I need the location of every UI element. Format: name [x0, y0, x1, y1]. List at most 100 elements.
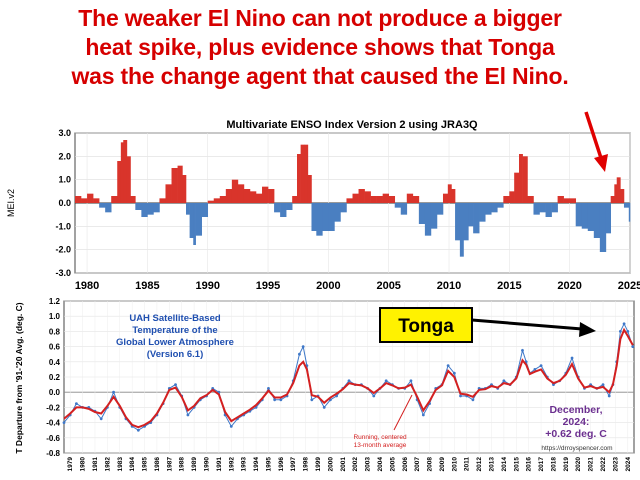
mei-x-tick-label: 2020 — [557, 280, 581, 292]
mei-bar-positive — [370, 196, 377, 203]
mei-bar-negative — [479, 203, 486, 222]
uah-y-tick-label: 0.2 — [49, 373, 61, 382]
mei-y-tick-label: 0.0 — [58, 198, 71, 208]
uah-x-tick-label: 2021 — [588, 457, 595, 472]
mei-bar-positive — [304, 144, 309, 203]
uah-x-tick-label: 1983 — [117, 457, 124, 472]
mei-bar-negative — [99, 203, 106, 208]
mei-bar-positive — [75, 196, 82, 203]
mei-y-axis-label: MEI.v2 — [6, 189, 16, 217]
uah-title-line-2: Temperature of the — [132, 325, 217, 336]
mei-bar-positive — [616, 177, 621, 203]
tonga-arrow-shaft — [471, 318, 583, 331]
uah-y-tick-label: -0.2 — [46, 403, 60, 412]
mei-x-tick-label: 1995 — [256, 280, 280, 292]
uah-monthly-point — [335, 394, 339, 398]
uah-x-tick-label: 1997 — [290, 457, 297, 472]
uah-x-tick-label: 1982 — [104, 457, 111, 472]
mei-bar-positive — [563, 198, 570, 203]
uah-monthly-point — [267, 387, 270, 390]
mei-bar-negative — [328, 203, 335, 231]
uah-monthly-point — [298, 352, 301, 356]
mei-bar-negative — [274, 203, 281, 213]
uah-x-tick-label: 1989 — [191, 457, 198, 472]
uah-x-tick-label: 2008 — [427, 457, 434, 472]
uah-monthly-point — [631, 345, 635, 348]
latest-value-line-3: +0.62 deg. C — [545, 428, 607, 440]
uah-monthly-point — [174, 383, 177, 386]
uah-x-tick-label: 1992 — [228, 457, 235, 472]
latest-value-line-2: 2024: — [563, 416, 590, 428]
uah-monthly-point — [229, 425, 233, 428]
uah-monthly-point — [74, 402, 78, 405]
uah-y-tick-label: 1.2 — [49, 297, 61, 306]
uah-running-average-line — [63, 327, 634, 429]
uah-monthly-point — [618, 330, 622, 333]
mei-bar-positive — [503, 196, 510, 203]
mei-y-tick-label: 3.0 — [58, 128, 71, 138]
mei-bar-positive — [514, 172, 520, 203]
mei-bar-negative — [473, 203, 480, 234]
mei-bar-positive — [610, 196, 615, 203]
mei-bar-negative — [497, 203, 504, 208]
mei-bar-positive — [177, 165, 183, 203]
mei-bar-positive — [255, 193, 263, 203]
uah-y-tick-label: -0.8 — [46, 449, 60, 458]
uah-x-tick-label: 2007 — [414, 457, 421, 472]
uah-monthly-point — [421, 413, 425, 417]
uah-x-tick-label: 1986 — [154, 457, 161, 472]
mei-bar-negative — [311, 203, 317, 231]
mei-bar-positive — [81, 198, 88, 203]
mei-bar-positive — [123, 140, 128, 203]
mei-x-tick-label: 1980 — [75, 280, 99, 292]
uah-title-block: UAH Satellite-Based Temperature of the G… — [116, 313, 234, 360]
tonga-callout-box — [379, 307, 473, 343]
uah-x-tick-label: 1999 — [315, 457, 322, 472]
mei-bar-positive — [447, 184, 452, 203]
mei-bar-negative — [153, 203, 160, 213]
mei-bar-negative — [628, 203, 631, 222]
mei-bar-negative — [195, 203, 202, 236]
mei-bar-positive — [111, 196, 118, 203]
tonga-arrow-head — [579, 322, 596, 337]
uah-monthly-point — [112, 390, 115, 394]
red-arrow-annotation — [584, 111, 608, 172]
uah-x-tick-label: 1990 — [204, 457, 211, 472]
uah-x-tick-label: 2002 — [352, 457, 359, 472]
mei-bar-positive — [346, 198, 353, 203]
mei-bar-positive — [126, 156, 131, 203]
mei-bar-negative — [189, 203, 194, 238]
mei-bar-positive — [120, 142, 124, 203]
uah-monthly-point — [136, 428, 140, 432]
uah-monthly-point — [409, 379, 413, 383]
uah-x-tick-label: 2018 — [550, 457, 557, 472]
uah-x-tick-label: 1994 — [253, 457, 260, 472]
uah-monthly-point — [459, 394, 462, 398]
mei-bar-negative — [193, 203, 196, 245]
mei-bar-positive — [519, 154, 523, 203]
mei-bar-positive — [376, 196, 383, 203]
uah-monthly-point — [502, 379, 506, 383]
uah-monthly-point — [372, 394, 376, 398]
mei-x-tick-label: 2005 — [376, 280, 400, 292]
mei-bar-positive — [225, 189, 233, 203]
mei-bar-negative — [463, 203, 469, 241]
mei-bar-negative — [430, 203, 438, 229]
uah-y-tick-label: -0.6 — [46, 434, 60, 443]
mei-bar-negative — [533, 203, 540, 215]
headline: The weaker El Nino can not produce a big… — [6, 4, 634, 91]
mei-bar-positive — [130, 196, 136, 203]
uah-monthly-point — [539, 364, 543, 367]
uah-monthly-point — [347, 379, 351, 383]
mei-bar-negative — [468, 203, 474, 227]
mei-bar-positive — [249, 191, 257, 203]
tonga-callout: Tonga — [379, 307, 596, 343]
mei-chart: Multivariate ENSO Index Version 2 using … — [6, 119, 640, 292]
mei-bar-positive — [442, 193, 449, 203]
uah-x-tick-label: 2010 — [451, 457, 458, 472]
mei-bar-negative — [340, 203, 347, 213]
mei-y-tick-label: 1.0 — [58, 175, 71, 185]
mei-bar-negative — [400, 203, 408, 215]
mei-bar-negative — [316, 203, 323, 236]
